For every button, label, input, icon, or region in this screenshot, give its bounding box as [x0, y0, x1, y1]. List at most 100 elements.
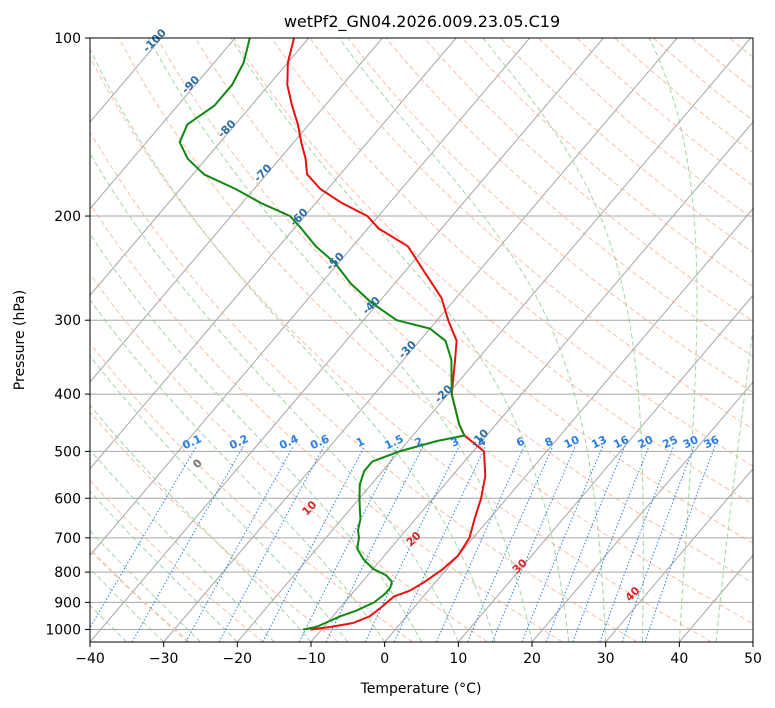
isotherm-line [605, 467, 753, 642]
isotherm-line [90, 38, 236, 210]
mixing-ratio-label: 25 [660, 433, 679, 451]
isotherm-label: -100 [140, 26, 169, 55]
dry-adiabat-line [90, 342, 414, 642]
mixing-ratio-label: 36 [702, 433, 722, 451]
isotherm-line [163, 38, 678, 642]
x-tick-label: 30 [597, 651, 615, 667]
mixing-ratio-line [545, 446, 626, 642]
mixing-ratio-label: 0.1 [180, 432, 203, 452]
temperature-line [286, 38, 487, 631]
mixing-ratio-label: 30 [681, 433, 701, 451]
dry-adiabat-line [614, 38, 753, 154]
moist-adiabat-line [90, 567, 165, 642]
mixing-ratio-label: 20 [636, 433, 656, 451]
mixing-ratio-label: 1 [354, 435, 366, 450]
mixing-ratio-label: 16 [612, 433, 632, 451]
dry-adiabat-line [385, 38, 753, 358]
data-series [178, 38, 487, 631]
dry-adiabat-line [729, 38, 753, 58]
isotherm-line [90, 38, 310, 297]
dry-adiabat-line [500, 38, 753, 254]
y-axis-label: Pressure (hPa) [12, 290, 28, 390]
mixing-ratio-line [521, 446, 604, 642]
mixing-ratio-label: 1.5 [382, 432, 405, 452]
x-tick-label: 0 [380, 651, 389, 667]
y-tick-label: 300 [54, 313, 81, 329]
dry-adiabat-line [118, 38, 753, 625]
moist-adiabat-line [90, 233, 422, 642]
dry-adiabat-line [652, 38, 753, 122]
chart-title: wetPf2_GN04.2026.009.23.05.C19 [284, 12, 560, 32]
background-lines [90, 38, 775, 642]
moist-adiabat-line [90, 355, 349, 642]
dry-adiabat-line [156, 38, 753, 584]
isotherm-label: -60 [287, 205, 310, 228]
mixing-ratio-line [599, 446, 675, 642]
dry-adiabat-line [90, 548, 190, 642]
y-tick-label: 700 [54, 531, 81, 547]
isotherm-line [90, 38, 531, 557]
y-tick-label: 400 [54, 387, 81, 403]
moist-adiabat-line [715, 324, 753, 642]
x-tick-label: −20 [223, 651, 253, 667]
isotherm-label: -30 [396, 338, 419, 361]
mixing-ratio-label: 0.2 [227, 432, 250, 452]
isotherm-line [90, 38, 383, 383]
dry-adiabat-line [768, 38, 775, 642]
dry-adiabat-line [90, 130, 638, 642]
mixing-ratio-label: 10 [562, 433, 582, 451]
isotherm-label: -70 [251, 161, 274, 184]
dry-adiabat-line [538, 38, 753, 220]
mixing-ratio-line [90, 445, 198, 629]
mixing-ratio-line [393, 445, 487, 642]
mixing-ratio-line [131, 445, 244, 642]
y-tick-label: 900 [54, 595, 81, 611]
isotherm-line [310, 121, 753, 642]
mixing-ratio-label: 6 [514, 435, 527, 450]
dry-adiabat-line [461, 38, 753, 288]
dry-adiabat-line [347, 38, 753, 394]
dry-adiabat-line [690, 38, 753, 90]
isotherm-line [457, 294, 753, 642]
x-tick-label: −40 [75, 651, 105, 667]
mixing-ratio-line [621, 446, 695, 642]
isotherm-line [531, 381, 753, 642]
isotherm-label: -80 [215, 117, 238, 140]
plot-frame [89, 37, 754, 643]
dry-adiabat-line [271, 38, 753, 467]
isotherm-line [752, 641, 753, 642]
mixing-ratio-line [644, 446, 716, 642]
moist-adiabat-line [90, 299, 386, 642]
mixing-ratio-label: 13 [589, 433, 608, 451]
isotherm-label: -90 [179, 73, 202, 96]
x-tick-label: 20 [523, 651, 541, 667]
mixing-ratio-line [298, 445, 399, 642]
moist-adiabat-line [90, 529, 201, 642]
isotherm-line [384, 207, 753, 642]
dry-adiabat-line [194, 38, 753, 544]
moist-adiabat-line [148, 38, 533, 642]
dewpoint-line [178, 38, 466, 631]
x-axis-label: Temperature (°C) [360, 681, 482, 697]
moist-adiabat-line [482, 38, 644, 642]
dry-adiabat-line [309, 38, 753, 430]
moist-adiabat-line [90, 490, 238, 642]
dry-adiabat-line [232, 38, 753, 505]
dry-adiabat-line [90, 55, 712, 642]
y-tick-label: 1000 [45, 622, 81, 638]
mixing-ratio-label: 0.4 [277, 432, 300, 452]
x-tick-label: −30 [149, 651, 179, 667]
mixing-ratio-line [185, 445, 294, 642]
dry-adiabat-label: 20 [404, 529, 424, 549]
isotherm-line [236, 38, 752, 642]
isoline-labels: 0.1 0.2 0.4 0.6 1 1.5 2 3 4 6 8 10 13 16 20 25 30 36-100-… [140, 26, 721, 604]
moist-adiabat-line [648, 38, 698, 642]
isotherm-label: -10 [468, 426, 491, 449]
x-tick-label: 10 [449, 651, 467, 667]
dry-adiabat-label: 30 [510, 556, 530, 576]
mixing-ratio-line [325, 445, 424, 642]
y-tick-label: 200 [54, 209, 81, 225]
mixing-ratio-label: 8 [543, 435, 555, 450]
y-tick-label: 800 [54, 565, 81, 581]
